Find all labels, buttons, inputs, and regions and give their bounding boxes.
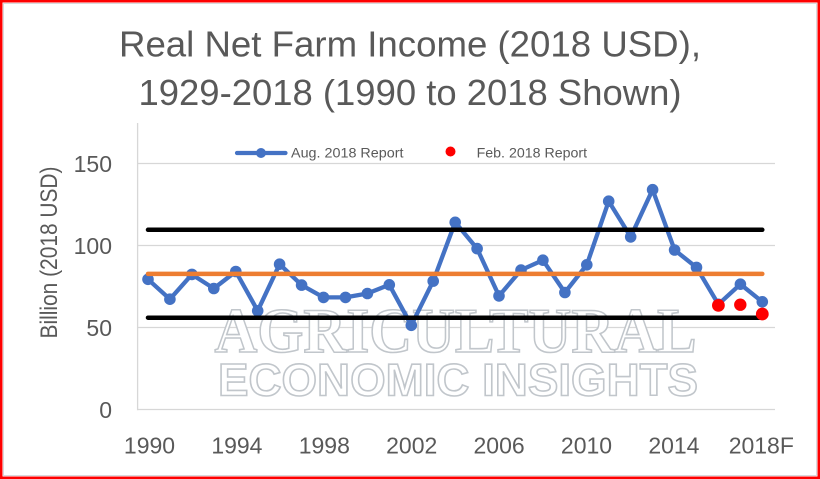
svg-text:2002: 2002 — [386, 433, 437, 459]
svg-text:1929-2018 (1990 to 2018 Shown): 1929-2018 (1990 to 2018 Shown) — [139, 72, 682, 113]
svg-text:100: 100 — [74, 233, 112, 259]
svg-text:Real Net Farm Income (2018 USD: Real Net Farm Income (2018 USD), — [119, 24, 701, 65]
svg-text:Aug. 2018 Report: Aug. 2018 Report — [291, 144, 404, 160]
svg-text:2018F: 2018F — [729, 433, 794, 459]
svg-text:1990: 1990 — [124, 433, 175, 459]
svg-text:2014: 2014 — [648, 433, 699, 459]
svg-text:0: 0 — [99, 397, 112, 423]
svg-text:2006: 2006 — [474, 433, 525, 459]
svg-text:AGRICULTURAL: AGRICULTURAL — [215, 296, 697, 366]
svg-text:50: 50 — [86, 315, 112, 341]
svg-text:1998: 1998 — [299, 433, 350, 459]
svg-text:Feb. 2018 Report: Feb. 2018 Report — [477, 144, 588, 160]
svg-text:Billion (2018 USD): Billion (2018 USD) — [36, 167, 63, 339]
svg-text:2010: 2010 — [561, 433, 612, 459]
svg-text:150: 150 — [74, 151, 112, 177]
svg-text:ECONOMIC INSIGHTS: ECONOMIC INSIGHTS — [218, 355, 698, 406]
svg-text:1994: 1994 — [211, 433, 262, 459]
